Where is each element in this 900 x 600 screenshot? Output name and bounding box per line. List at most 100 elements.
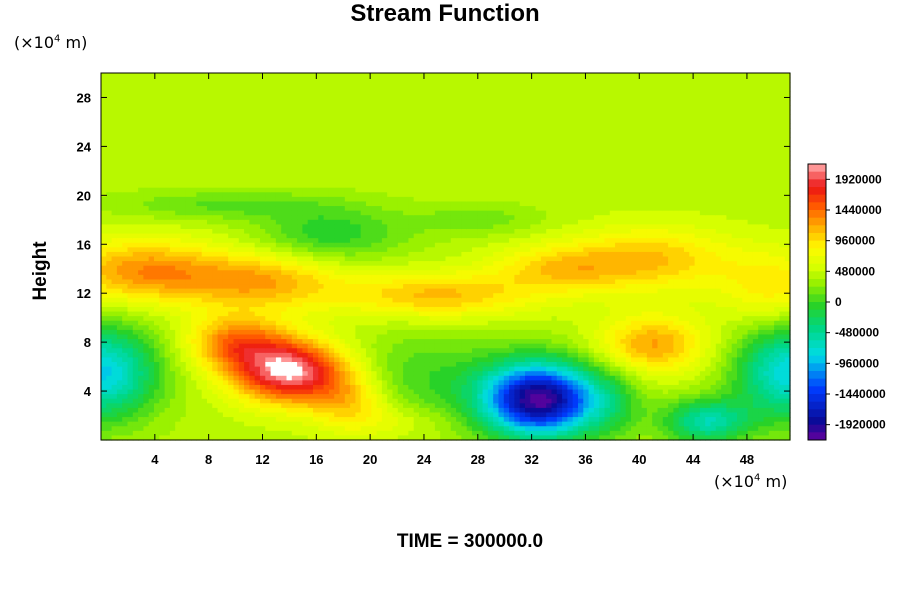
heatmap-cell	[191, 201, 197, 207]
heatmap-cell	[164, 141, 171, 147]
heatmap-cell	[159, 265, 166, 271]
heatmap-cell	[233, 196, 240, 203]
heatmap-cell	[138, 201, 144, 207]
heatmap-cell	[307, 128, 314, 134]
heatmap-cell	[143, 73, 150, 79]
heatmap-cell	[313, 412, 319, 418]
heatmap-cell	[265, 251, 272, 258]
heatmap-cell	[419, 183, 425, 189]
heatmap-cell	[270, 118, 277, 125]
heatmap-cell	[260, 426, 266, 432]
heatmap-cell	[143, 348, 150, 354]
heatmap-cell	[207, 206, 213, 212]
heatmap-cell	[254, 201, 261, 207]
heatmap-cell	[207, 238, 213, 244]
heatmap-cell	[381, 348, 388, 354]
heatmap-cell	[260, 398, 266, 404]
heatmap-cell	[344, 284, 351, 290]
heatmap-cell	[339, 339, 346, 345]
heatmap-cell	[106, 421, 113, 427]
heatmap-cell	[270, 137, 277, 143]
heatmap-cell	[138, 247, 144, 253]
heatmap-cell	[244, 114, 250, 120]
heatmap-cell	[148, 334, 155, 340]
heatmap-cell	[419, 187, 425, 193]
heatmap-cell	[297, 329, 303, 336]
heatmap-cell	[201, 430, 208, 437]
heatmap-cell	[344, 279, 351, 285]
heatmap-cell	[143, 242, 150, 248]
heatmap-cell	[281, 141, 288, 147]
heatmap-cell	[408, 274, 415, 281]
heatmap-cell	[222, 261, 229, 267]
heatmap-cell	[424, 384, 431, 391]
heatmap-cell	[419, 389, 425, 395]
heatmap-cell	[180, 375, 187, 381]
heatmap-cell	[222, 219, 229, 225]
heatmap-cell	[387, 224, 394, 230]
heatmap-cell	[339, 100, 346, 106]
heatmap-cell	[413, 242, 420, 248]
heatmap-cell	[222, 435, 229, 441]
heatmap-cell	[164, 150, 171, 157]
heatmap-cell	[334, 178, 341, 184]
heatmap-cell	[381, 261, 388, 267]
heatmap-cell	[371, 123, 378, 129]
heatmap-cell	[180, 105, 187, 111]
heatmap-cell	[355, 407, 362, 414]
heatmap-cell	[191, 293, 197, 299]
heatmap-cell	[334, 417, 341, 423]
heatmap-cell	[154, 435, 160, 441]
heatmap-cell	[132, 141, 139, 147]
heatmap-cell	[122, 201, 129, 207]
heatmap-cell	[318, 430, 325, 437]
heatmap-cell	[169, 384, 176, 391]
heatmap-cell	[196, 343, 203, 349]
heatmap-cell	[127, 366, 134, 372]
heatmap-cell	[238, 114, 245, 120]
heatmap-cell	[249, 155, 256, 161]
heatmap-cell	[196, 128, 203, 134]
heatmap-cell	[185, 380, 192, 386]
heatmap-cell	[238, 302, 245, 308]
heatmap-cell	[413, 430, 420, 437]
heatmap-cell	[116, 343, 123, 349]
heatmap-cell	[328, 192, 335, 198]
heatmap-cell	[238, 91, 245, 97]
heatmap-cell	[196, 288, 203, 294]
heatmap-cell	[143, 339, 150, 345]
heatmap-cell	[408, 224, 415, 230]
heatmap-cell	[238, 343, 245, 349]
heatmap-cell	[270, 407, 277, 414]
heatmap-cell	[334, 261, 341, 267]
heatmap-cell	[397, 242, 404, 248]
heatmap-cell	[196, 173, 203, 180]
heatmap-cell	[360, 215, 367, 221]
heatmap-cell	[196, 105, 203, 111]
heatmap-cell	[355, 394, 362, 400]
heatmap-cell	[387, 421, 394, 427]
heatmap-cell	[270, 210, 277, 216]
heatmap-cell	[281, 284, 288, 290]
heatmap-cell	[249, 398, 256, 404]
heatmap-cell	[291, 141, 298, 147]
heatmap-cell	[138, 421, 144, 427]
heatmap-cell	[101, 82, 107, 88]
heatmap-cell	[366, 201, 372, 207]
heatmap-cell	[350, 251, 356, 258]
heatmap-cell	[260, 421, 266, 427]
heatmap-cell	[376, 325, 383, 331]
heatmap-cell	[328, 146, 335, 152]
heatmap-cell	[132, 247, 139, 253]
heatmap-cell	[366, 206, 372, 212]
heatmap-cell	[122, 155, 129, 161]
heatmap-cell	[339, 192, 346, 198]
heatmap-cell	[302, 407, 309, 414]
heatmap-cell	[244, 352, 250, 359]
heatmap-cell	[419, 329, 425, 336]
heatmap-cell	[376, 417, 383, 423]
heatmap-cell	[143, 105, 150, 111]
heatmap-cell	[344, 100, 351, 106]
heatmap-cell	[238, 375, 245, 381]
heatmap-cell	[376, 73, 383, 79]
